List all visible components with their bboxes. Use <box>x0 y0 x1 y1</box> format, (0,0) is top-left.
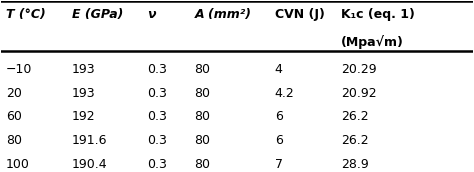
Text: 0.3: 0.3 <box>147 110 167 123</box>
Text: 191.6: 191.6 <box>72 134 108 147</box>
Text: 28.9: 28.9 <box>341 158 368 171</box>
Text: 0.3: 0.3 <box>147 87 167 100</box>
Text: 193: 193 <box>72 87 96 100</box>
Text: 192: 192 <box>72 110 96 123</box>
Text: CVN (J): CVN (J) <box>275 8 325 20</box>
Text: 80: 80 <box>195 110 210 123</box>
Text: (Mpa√m): (Mpa√m) <box>341 35 403 49</box>
Text: A (mm²): A (mm²) <box>195 8 252 20</box>
Text: 80: 80 <box>195 134 210 147</box>
Text: 20: 20 <box>6 87 22 100</box>
Text: 26.2: 26.2 <box>341 110 368 123</box>
Text: T (°C): T (°C) <box>6 8 46 20</box>
Text: 0.3: 0.3 <box>147 134 167 147</box>
Text: 6: 6 <box>275 110 283 123</box>
Text: −10: −10 <box>6 63 33 76</box>
Text: 190.4: 190.4 <box>72 158 108 171</box>
Text: 20.92: 20.92 <box>341 87 376 100</box>
Text: K₁c (eq. 1): K₁c (eq. 1) <box>341 8 415 20</box>
Text: ν: ν <box>147 8 156 20</box>
Text: 6: 6 <box>275 134 283 147</box>
Text: 193: 193 <box>72 63 96 76</box>
Text: 80: 80 <box>195 63 210 76</box>
Text: 20.29: 20.29 <box>341 63 376 76</box>
Text: E (GPa): E (GPa) <box>72 8 123 20</box>
Text: 60: 60 <box>6 110 22 123</box>
Text: 7: 7 <box>275 158 283 171</box>
Text: 80: 80 <box>195 87 210 100</box>
Text: 0.3: 0.3 <box>147 158 167 171</box>
Text: 4.2: 4.2 <box>275 87 294 100</box>
Text: 100: 100 <box>6 158 30 171</box>
Text: 80: 80 <box>6 134 22 147</box>
Text: 26.2: 26.2 <box>341 134 368 147</box>
Text: 0.3: 0.3 <box>147 63 167 76</box>
Text: 4: 4 <box>275 63 283 76</box>
Text: 80: 80 <box>195 158 210 171</box>
